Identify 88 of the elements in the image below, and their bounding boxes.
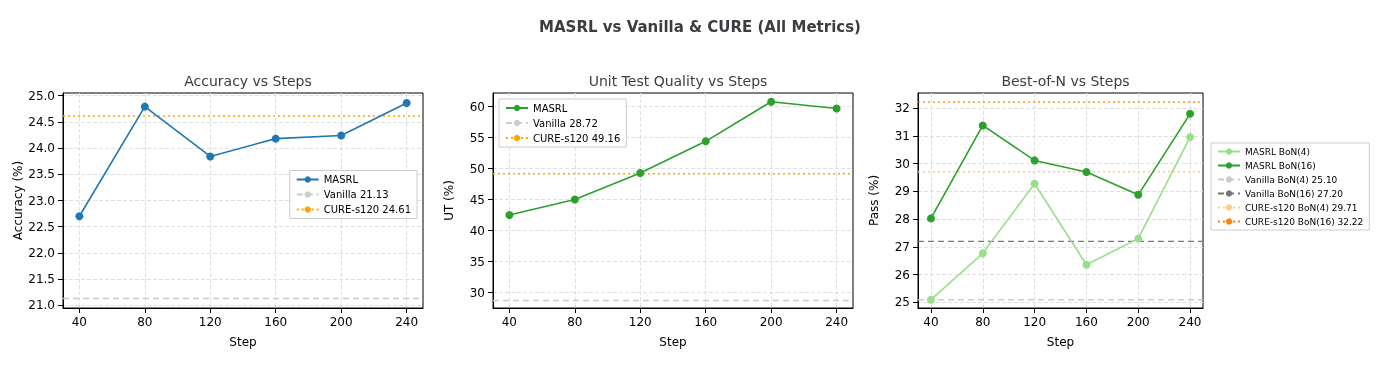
point bbox=[1082, 260, 1091, 269]
point bbox=[1082, 168, 1091, 177]
x-tick-label: 80 bbox=[137, 315, 153, 329]
point bbox=[337, 131, 346, 140]
point bbox=[926, 214, 935, 223]
x-axis-title: Step bbox=[659, 335, 687, 349]
point bbox=[701, 137, 710, 146]
point bbox=[206, 152, 215, 161]
point bbox=[570, 195, 579, 204]
legend-label: CURE-s120 BoN(16) 32.22 bbox=[1245, 216, 1364, 227]
y-tick-label: 23.5 bbox=[28, 167, 55, 182]
x-tick-label: 80 bbox=[567, 315, 583, 329]
y-tick-label: 40 bbox=[469, 223, 485, 238]
y-tick-label: 21.0 bbox=[28, 298, 55, 313]
x-tick-label: 200 bbox=[329, 315, 353, 329]
point bbox=[1186, 109, 1195, 118]
y-tick-label: 29 bbox=[894, 184, 910, 199]
text: MASRL vs Vanilla & CURE (All Metrics) bbox=[539, 17, 861, 36]
x-tick-label: 240 bbox=[1178, 315, 1202, 329]
y-tick-label: 30 bbox=[894, 156, 910, 171]
y-tick-label: 31 bbox=[894, 129, 910, 143]
legend-label: Vanilla 28.72 bbox=[533, 117, 598, 129]
legend-label: MASRL bbox=[323, 174, 359, 185]
x-tick-label: 40 bbox=[71, 315, 87, 329]
legend-label: Vanilla 21.13 bbox=[323, 189, 389, 200]
x-axis-title: Step bbox=[1046, 335, 1075, 349]
y-tick-label: 24.5 bbox=[28, 114, 55, 129]
x-tick-label: 120 bbox=[1023, 315, 1047, 329]
point bbox=[926, 295, 935, 304]
point bbox=[1134, 190, 1143, 199]
y-tick-label: 55 bbox=[469, 130, 485, 145]
point bbox=[271, 134, 280, 143]
y-axis-title: Pass (%) bbox=[867, 174, 881, 227]
y-axis-title: Accuracy (%) bbox=[11, 160, 26, 241]
point bbox=[978, 249, 987, 258]
legend-label: CURE-s120 24.61 bbox=[323, 204, 411, 215]
y-tick-label: 60 bbox=[469, 99, 485, 114]
y-tick-label: 27 bbox=[894, 239, 910, 254]
point bbox=[505, 211, 514, 220]
x-tick-label: 40 bbox=[923, 315, 939, 329]
x-tick-label: 160 bbox=[1074, 315, 1098, 329]
point bbox=[1134, 234, 1143, 243]
y-tick-label: 22.0 bbox=[28, 245, 55, 260]
point bbox=[1186, 133, 1195, 142]
y-tick-label: 21.5 bbox=[28, 272, 55, 287]
legend-label: MASRL BoN(4) bbox=[1245, 146, 1310, 157]
x-tick-label: 240 bbox=[395, 315, 419, 329]
chart-title: Best-of-N vs Steps bbox=[1001, 73, 1130, 89]
point bbox=[402, 98, 411, 107]
point bbox=[1030, 179, 1039, 188]
x-tick-label: 200 bbox=[759, 315, 783, 329]
y-tick-label: 50 bbox=[469, 161, 485, 176]
x-tick-label: 40 bbox=[501, 315, 517, 329]
y-tick-label: 26 bbox=[894, 267, 910, 282]
legend-label: MASRL bbox=[533, 102, 568, 114]
point bbox=[978, 121, 987, 130]
point bbox=[767, 97, 776, 106]
legend-label: MASRL BoN(16) bbox=[1245, 160, 1316, 171]
x-tick-label: 120 bbox=[628, 315, 652, 329]
x-tick-label: 160 bbox=[264, 315, 288, 329]
y-tick-label: 22.5 bbox=[28, 219, 55, 234]
point bbox=[832, 104, 841, 113]
chart-title: Accuracy vs Steps bbox=[184, 73, 312, 89]
chart-title: Unit Test Quality vs Steps bbox=[588, 73, 768, 89]
point bbox=[636, 168, 645, 177]
y-tick-label: 25.0 bbox=[28, 88, 55, 103]
legend-label: CURE-s120 49.16 bbox=[533, 132, 621, 144]
point bbox=[75, 212, 84, 221]
legend-label: Vanilla BoN(16) 27.20 bbox=[1245, 188, 1344, 199]
x-tick-label: 80 bbox=[975, 315, 991, 329]
y-tick-label: 45 bbox=[469, 192, 485, 207]
y-tick-label: 35 bbox=[469, 254, 485, 269]
legend-label: CURE-s120 BoN(4) 29.71 bbox=[1245, 202, 1358, 213]
x-tick-label: 240 bbox=[825, 315, 849, 329]
point bbox=[1030, 156, 1039, 165]
x-tick-label: 120 bbox=[198, 315, 222, 329]
point bbox=[140, 102, 149, 111]
y-tick-label: 32 bbox=[894, 101, 910, 116]
x-tick-label: 160 bbox=[694, 315, 718, 329]
y-tick-label: 30 bbox=[469, 285, 485, 300]
x-axis-title: Step bbox=[229, 335, 257, 349]
y-tick-label: 28 bbox=[894, 212, 910, 227]
y-tick-label: 24.0 bbox=[28, 141, 55, 156]
x-tick-label: 200 bbox=[1126, 315, 1150, 329]
y-tick-label: 25 bbox=[894, 295, 910, 310]
y-tick-label: 23.0 bbox=[28, 193, 55, 208]
legend-label: Vanilla BoN(4) 25.10 bbox=[1245, 174, 1338, 185]
y-axis-title: UT (%) bbox=[442, 180, 456, 221]
